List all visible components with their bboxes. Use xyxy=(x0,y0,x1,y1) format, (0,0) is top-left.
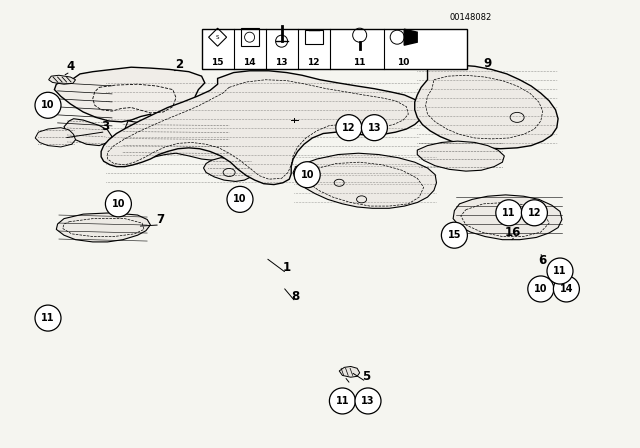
Polygon shape xyxy=(453,195,562,240)
Text: 4: 4 xyxy=(67,60,74,73)
Polygon shape xyxy=(293,153,436,208)
Text: 10: 10 xyxy=(534,284,548,294)
Polygon shape xyxy=(49,75,76,84)
Text: 15: 15 xyxy=(447,230,461,240)
Text: 7: 7 xyxy=(156,213,164,226)
Text: 3: 3 xyxy=(102,120,109,133)
Circle shape xyxy=(442,222,467,248)
Circle shape xyxy=(554,276,579,302)
Text: 11: 11 xyxy=(502,208,516,218)
Text: 1: 1 xyxy=(283,261,291,275)
Text: 10: 10 xyxy=(233,194,247,204)
Circle shape xyxy=(547,258,573,284)
Text: 16: 16 xyxy=(505,226,522,240)
Bar xyxy=(241,28,259,46)
Text: 10: 10 xyxy=(397,58,410,67)
Text: 13: 13 xyxy=(367,123,381,133)
Circle shape xyxy=(106,191,131,217)
Text: 10: 10 xyxy=(300,170,314,180)
Circle shape xyxy=(294,162,320,188)
Text: 10: 10 xyxy=(111,199,125,209)
Circle shape xyxy=(227,186,253,212)
Circle shape xyxy=(522,200,547,226)
Circle shape xyxy=(35,92,61,118)
Text: 11: 11 xyxy=(553,266,567,276)
Text: 14: 14 xyxy=(559,284,573,294)
Text: 8: 8 xyxy=(292,290,300,303)
Text: 13: 13 xyxy=(361,396,375,406)
Text: 12: 12 xyxy=(307,58,320,67)
Text: 13: 13 xyxy=(275,58,288,67)
Text: 12: 12 xyxy=(342,123,356,133)
Text: 10: 10 xyxy=(41,100,55,110)
Text: S: S xyxy=(216,34,220,40)
Text: 6: 6 xyxy=(539,254,547,267)
Polygon shape xyxy=(417,141,504,171)
Text: 00148082: 00148082 xyxy=(449,13,492,22)
Polygon shape xyxy=(35,128,76,147)
Text: 5: 5 xyxy=(362,370,370,383)
Bar xyxy=(305,30,323,44)
Bar xyxy=(202,29,467,69)
Polygon shape xyxy=(56,213,150,242)
Text: 12: 12 xyxy=(527,208,541,218)
Text: 14: 14 xyxy=(243,58,256,67)
Text: 15: 15 xyxy=(211,58,224,67)
Circle shape xyxy=(355,388,381,414)
Circle shape xyxy=(496,200,522,226)
Text: 11: 11 xyxy=(353,58,366,67)
Circle shape xyxy=(362,115,387,141)
Polygon shape xyxy=(101,71,424,185)
Circle shape xyxy=(35,305,61,331)
Circle shape xyxy=(528,276,554,302)
Text: 11: 11 xyxy=(335,396,349,406)
Polygon shape xyxy=(415,65,558,149)
Polygon shape xyxy=(54,67,205,125)
Polygon shape xyxy=(204,158,253,181)
Polygon shape xyxy=(339,366,360,377)
Polygon shape xyxy=(120,121,229,160)
Text: 11: 11 xyxy=(41,313,55,323)
Polygon shape xyxy=(404,29,417,45)
Circle shape xyxy=(336,115,362,141)
Text: 2: 2 xyxy=(175,58,183,72)
Polygon shape xyxy=(64,119,112,146)
Circle shape xyxy=(330,388,355,414)
Text: 9: 9 xyxy=(484,57,492,70)
